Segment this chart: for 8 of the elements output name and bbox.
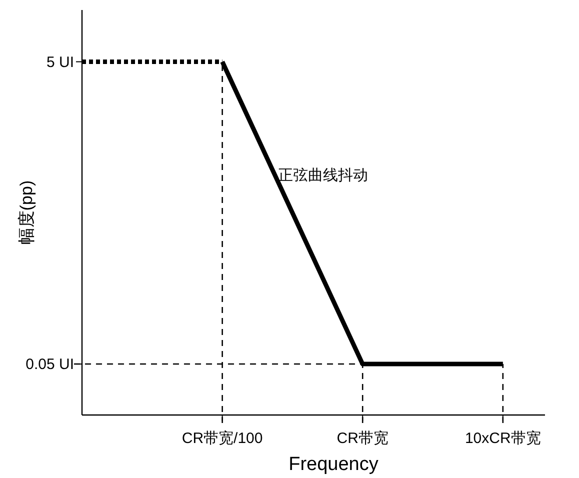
- x-tick-label: CR带宽: [336, 430, 388, 447]
- annotation: 正弦曲线抖动: [278, 167, 368, 184]
- y-axis-title: 幅度(pp): [17, 180, 36, 245]
- x-tick-label: CR带宽/100: [182, 430, 263, 447]
- x-tick-label: 10xCR带宽: [464, 430, 541, 447]
- y-tick-label: 5 UI: [46, 54, 74, 71]
- y-tick-label: 0.05 UI: [26, 356, 74, 374]
- x-axis-title: Frequency: [288, 454, 379, 475]
